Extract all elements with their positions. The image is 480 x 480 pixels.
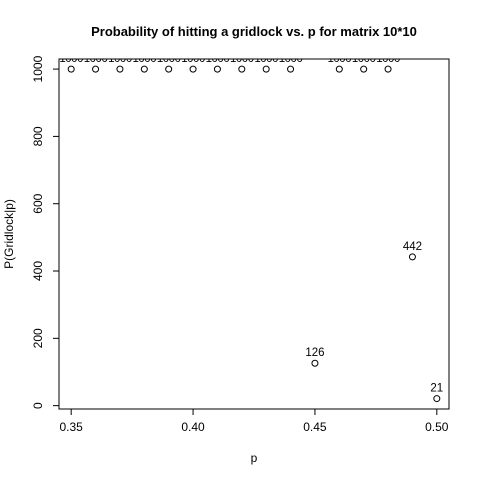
data-label: 1000 bbox=[206, 53, 230, 65]
data-point bbox=[68, 66, 74, 72]
axes: 0.35 0.40 0.45 0.50 0 200 400 600 800 1000 bbox=[31, 55, 449, 434]
data-label: 1000 bbox=[254, 53, 278, 65]
data-label: 1000 bbox=[181, 53, 205, 65]
x-tick-label: 0.40 bbox=[181, 420, 205, 434]
data-points bbox=[68, 66, 440, 401]
data-point bbox=[93, 66, 99, 72]
data-label: 1000 bbox=[84, 53, 108, 65]
data-label: 1000 bbox=[328, 53, 352, 65]
data-label: 442 bbox=[403, 241, 422, 253]
data-label: 1000 bbox=[230, 53, 254, 65]
data-label: 1000 bbox=[59, 53, 83, 65]
data-label: 1000 bbox=[279, 53, 303, 65]
y-axis-label: P(Gridlock|p) bbox=[2, 199, 16, 269]
y-tick-label: 800 bbox=[31, 126, 45, 146]
data-point bbox=[312, 360, 318, 366]
data-point bbox=[336, 66, 342, 72]
data-point bbox=[214, 66, 220, 72]
y-tick-label: 200 bbox=[31, 328, 45, 348]
data-point bbox=[166, 66, 172, 72]
y-tick-label: 400 bbox=[31, 261, 45, 281]
point-labels: 1000 1000 1000 1000 1000 1000 1000 1000 1000 1000… bbox=[59, 53, 443, 394]
data-label: 21 bbox=[430, 383, 443, 395]
chart-title: Probability of hitting a gridlock vs. p … bbox=[91, 24, 417, 39]
data-label: 1000 bbox=[133, 53, 157, 65]
data-label: 1000 bbox=[376, 53, 400, 65]
data-point bbox=[288, 66, 294, 72]
data-label: 126 bbox=[305, 347, 324, 359]
data-label: 1000 bbox=[352, 53, 376, 65]
data-point bbox=[239, 66, 245, 72]
y-tick-label: 0 bbox=[31, 402, 45, 409]
x-axis-label: p bbox=[251, 451, 258, 465]
x-tick-label: 0.45 bbox=[303, 420, 327, 434]
data-point bbox=[263, 66, 269, 72]
data-point bbox=[385, 66, 391, 72]
data-point bbox=[141, 66, 147, 72]
data-point bbox=[361, 66, 367, 72]
y-tick-label: 600 bbox=[31, 193, 45, 213]
data-label: 1000 bbox=[108, 53, 132, 65]
data-point bbox=[117, 66, 123, 72]
x-tick-label: 0.50 bbox=[425, 420, 449, 434]
data-point bbox=[434, 396, 440, 402]
plot-area bbox=[59, 59, 449, 409]
y-tick-label: 1000 bbox=[31, 55, 45, 82]
data-point bbox=[190, 66, 196, 72]
x-tick-label: 0.35 bbox=[60, 420, 84, 434]
data-label: 1000 bbox=[157, 53, 181, 65]
data-point bbox=[409, 254, 415, 260]
